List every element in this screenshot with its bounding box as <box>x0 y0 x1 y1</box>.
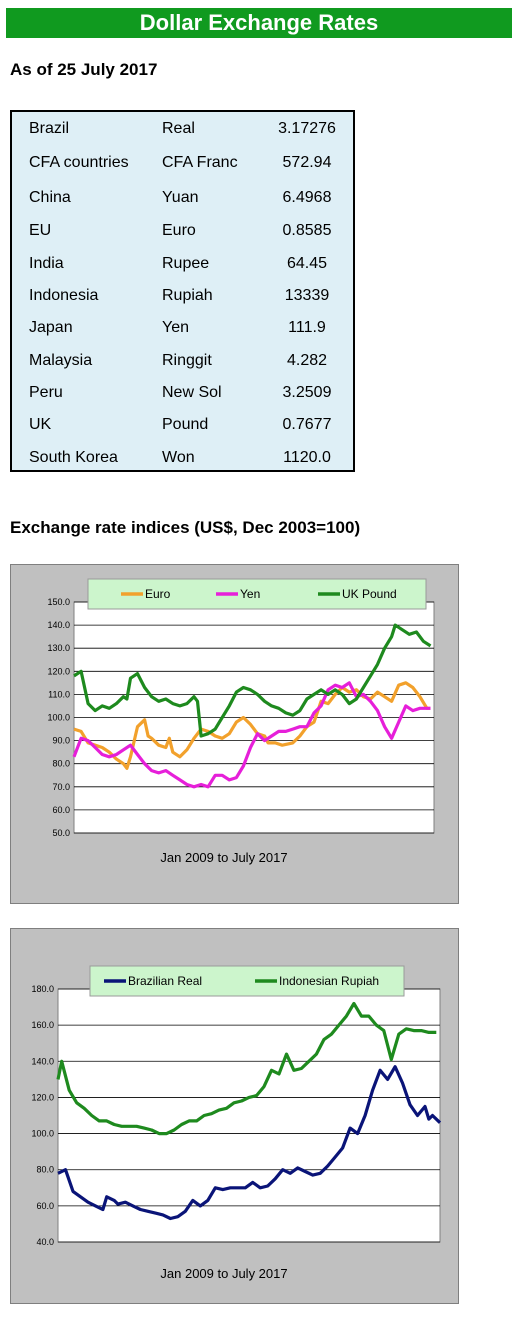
rate-cell: 111.9 <box>288 319 326 336</box>
x-axis-label: Jan 2009 to July 2017 <box>160 1266 287 1281</box>
y-tick-label: 110.0 <box>48 689 70 699</box>
rate-cell: 6.4968 <box>282 189 332 206</box>
table-row: EU Euro 0.8585 <box>12 222 353 246</box>
currency-cell: Rupee <box>162 255 210 272</box>
series-line-indonesian-rupiah <box>56 1001 437 1136</box>
legend-label: Indonesian Rupiah <box>279 974 379 988</box>
country-cell: Brazil <box>29 120 70 137</box>
table-row: Malaysia Ringgit 4.282 <box>12 352 353 376</box>
table-row: China Yuan 6.4968 <box>12 189 353 213</box>
y-tick-label: 60.0 <box>52 805 70 815</box>
currency-cell: Won <box>162 449 195 466</box>
country-cell: South Korea <box>29 449 118 466</box>
y-tick-label: 160.0 <box>31 1020 54 1030</box>
chart-legend <box>89 965 405 997</box>
page-banner-title: Dollar Exchange Rates <box>6 8 512 38</box>
currency-cell: Euro <box>162 222 196 239</box>
country-cell: Malaysia <box>29 352 93 369</box>
rate-cell: 3.2509 <box>282 384 332 401</box>
as-of-date: As of 25 July 2017 <box>10 60 158 79</box>
legend-label: UK Pound <box>342 587 397 601</box>
emerging-currencies-line-chart: 40.0 60.0 80.0 100.0 120.0 140.0 160.0 180.0 Bra… <box>31 965 442 1281</box>
table-row: Brazil Real 3.17276 <box>12 120 353 144</box>
chart-legend <box>87 578 427 610</box>
y-tick-label: 140.0 <box>47 620 70 630</box>
currency-cell: CFA Franc <box>162 154 238 171</box>
currency-cell: Rupiah <box>162 287 213 304</box>
chart-panel-emerging-currencies: 40.0 60.0 80.0 100.0 120.0 140.0 160.0 180.0 Bra… <box>10 928 459 1304</box>
currency-cell: Real <box>162 120 195 137</box>
series-line-euro <box>73 681 431 770</box>
currency-cell: New Sol <box>162 384 222 401</box>
country-cell: Peru <box>29 384 63 401</box>
y-tick-label: 120.0 <box>47 666 70 676</box>
plot-area <box>57 988 441 1243</box>
country-cell: CFA countries <box>29 154 129 171</box>
exchange-rates-table: Brazil Real 3.17276 CFA countries CFA Franc 5… <box>10 110 355 472</box>
y-tick-label: 70.0 <box>52 782 70 792</box>
y-tick-label: 100.0 <box>47 713 70 723</box>
currency-cell: Yuan <box>162 189 199 206</box>
country-cell: Indonesia <box>29 287 99 304</box>
indices-section-title: Exchange rate indices (US$, Dec 2003=100… <box>10 518 361 537</box>
currency-cell: Ringgit <box>162 352 212 369</box>
country-cell: UK <box>29 416 52 433</box>
country-cell: China <box>29 189 71 206</box>
series-line-yen <box>72 681 431 789</box>
table-row: South Korea Won 1120.0 <box>12 449 353 473</box>
rate-cell: 3.17276 <box>278 120 336 137</box>
table-row: Indonesia Rupiah 13339 <box>12 287 353 311</box>
country-cell: EU <box>29 222 52 239</box>
chart-panel-major-currencies: 50.0 60.0 70.0 80.0 90.0 100.0 110.0 120.0 130.0… <box>10 564 459 904</box>
table-row: Peru New Sol 3.2509 <box>12 384 353 408</box>
y-tick-label: 80.0 <box>36 1165 54 1175</box>
major-currencies-line-chart: 50.0 60.0 70.0 80.0 90.0 100.0 110.0 120.0 130.0… <box>47 578 435 865</box>
x-axis-label: Jan 2009 to July 2017 <box>160 850 287 865</box>
rate-cell: 1120.0 <box>283 449 331 466</box>
legend-label: Euro <box>145 587 171 601</box>
y-tick-label: 60.0 <box>36 1201 54 1211</box>
y-tick-label: 120.0 <box>31 1092 54 1102</box>
legend-label: Yen <box>240 587 260 601</box>
currency-cell: Yen <box>162 319 189 336</box>
table-row: UK Pound 0.7677 <box>12 416 353 440</box>
rate-cell: 0.8585 <box>282 222 332 239</box>
currency-cell: Pound <box>162 416 209 433</box>
legend-label: Brazilian Real <box>128 974 202 988</box>
table-row: India Rupee 64.45 <box>12 255 353 279</box>
country-cell: Japan <box>29 319 73 336</box>
y-tick-label: 40.0 <box>36 1237 54 1247</box>
y-tick-label: 140.0 <box>31 1056 54 1066</box>
rate-cell: 572.94 <box>282 154 332 171</box>
country-cell: India <box>29 255 64 272</box>
rate-cell: 0.7677 <box>282 416 332 433</box>
rate-cell: 64.45 <box>286 255 328 272</box>
y-tick-label: 100.0 <box>31 1129 54 1139</box>
y-tick-label: 90.0 <box>52 736 70 746</box>
y-tick-label: 130.0 <box>47 643 70 653</box>
y-tick-label: 180.0 <box>31 984 54 994</box>
y-tick-label: 80.0 <box>52 759 70 769</box>
series-line-brazilian-real <box>57 1065 442 1221</box>
series-line-uk-pound <box>73 623 432 738</box>
table-row: CFA countries CFA Franc 572.94 <box>12 154 353 178</box>
table-row: Japan Yen 111.9 <box>12 319 353 343</box>
y-tick-label: 150.0 <box>47 597 70 607</box>
rate-cell: 4.282 <box>286 352 328 369</box>
rate-cell: 13339 <box>284 287 330 304</box>
y-tick-label: 50.0 <box>52 828 70 838</box>
